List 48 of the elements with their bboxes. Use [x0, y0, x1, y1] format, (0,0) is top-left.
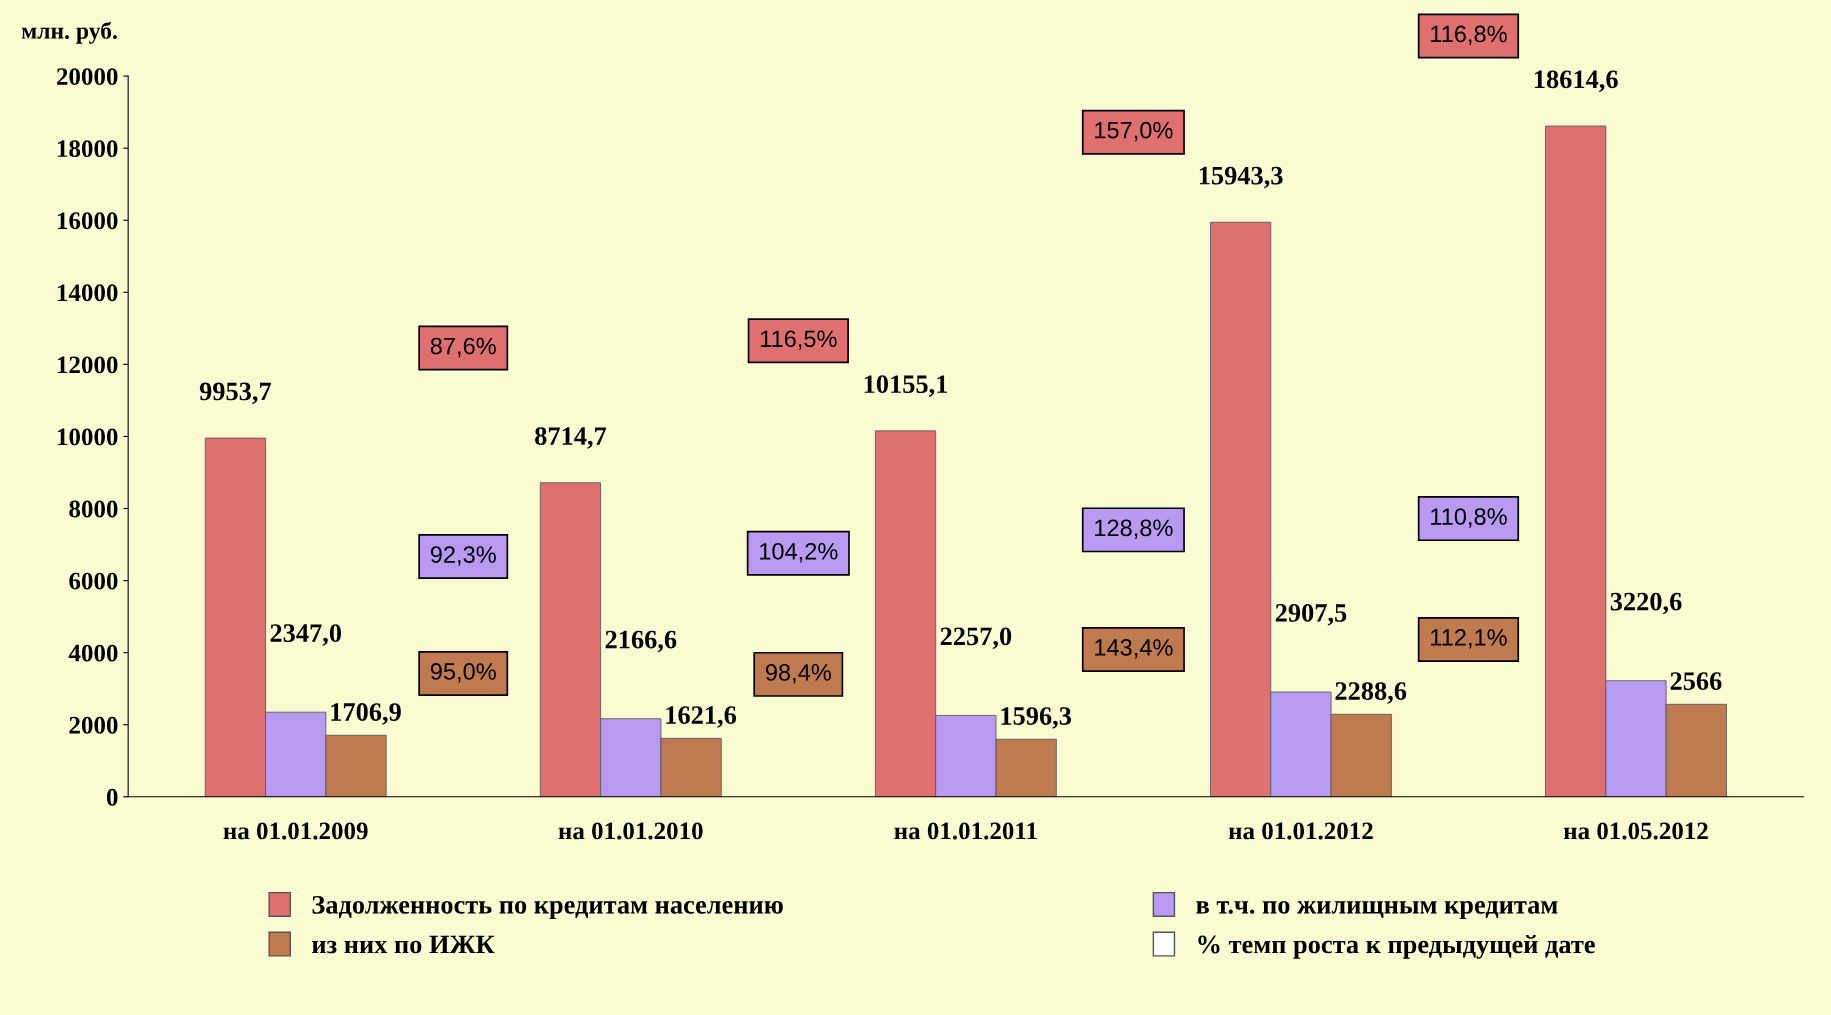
data-label: 2907,5	[1275, 603, 1347, 626]
data-label: 2288,6	[1335, 682, 1407, 704]
data-label: 2257,0	[940, 627, 1012, 650]
data-label: 2166,6	[605, 630, 677, 653]
x-tick-label: на 01.01.2012	[1228, 822, 1373, 840]
y-tick-label: 6000	[69, 572, 118, 590]
data-label: 2347,0	[270, 624, 342, 646]
y-tick-label: 8000	[69, 500, 118, 518]
y-tick-label: 0	[106, 788, 118, 806]
data-label: 18614,6	[1534, 70, 1618, 93]
y-axis-title: млн. руб.	[21, 21, 117, 44]
annotation: 112,1%	[1431, 629, 1507, 649]
data-label: 1621,6	[666, 706, 737, 728]
annotation: 143,4%	[1095, 639, 1173, 659]
y-tick-label: 12000	[57, 356, 118, 374]
annotation: 104,2%	[760, 542, 838, 563]
text: 116,8%	[1431, 25, 1507, 46]
annotation: 87,6%	[430, 337, 496, 358]
x-tick-label: на 01.05.2012	[1563, 822, 1708, 840]
y-tick-label: 18000	[57, 140, 118, 158]
y-tick-label: 2000	[69, 716, 118, 734]
data-label: 10155,1	[864, 375, 948, 397]
data-label: 1706,9	[331, 703, 401, 725]
data-label: 2566	[1670, 672, 1722, 690]
annotation: 116,5%	[760, 330, 837, 350]
legend-label: Задолженность по кредитам населению	[312, 895, 783, 920]
annotation: 128,8%	[1095, 519, 1173, 539]
x-tick-label: на 01.01.2010	[558, 822, 703, 840]
y-tick-label: 20000	[57, 68, 118, 86]
x-tick-label: на 01.01.2011	[894, 822, 1037, 840]
data-label: 15943,3	[1199, 166, 1283, 189]
annotation: 95,0%	[430, 663, 496, 683]
annotation: 157,0%	[1095, 121, 1173, 142]
text: % темп роста к предыдущей дате	[1198, 934, 1595, 959]
data-label: 8714,7	[535, 427, 607, 449]
y-tick-label: 4000	[68, 644, 118, 662]
y-tick-label: 14000	[57, 284, 118, 302]
legend-label: из них по ИЖК	[312, 935, 495, 954]
data-label: 3220,6	[1610, 592, 1682, 615]
legend-label: в т.ч. по жилищным кредитам	[1196, 901, 1558, 920]
y-tick-label: 16000	[57, 212, 118, 230]
annotation: 110,8%	[1431, 508, 1507, 528]
data-label: 1596,3	[1001, 707, 1072, 729]
annotation: 92,3%	[430, 546, 496, 566]
y-tick-label: 10000	[57, 428, 118, 446]
x-tick-label: на 01.01.2009	[223, 822, 368, 840]
data-label: 9953,7	[199, 382, 272, 405]
annotation: 98,4%	[765, 664, 831, 684]
